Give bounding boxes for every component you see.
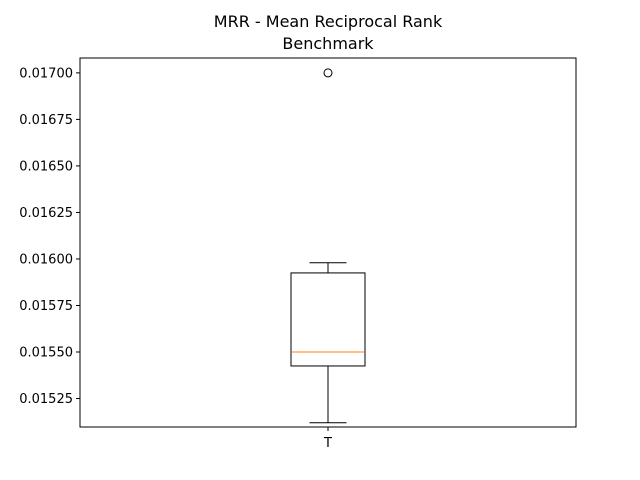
- y-tick-label: 0.01625: [19, 206, 73, 221]
- y-tick-label: 0.01650: [19, 159, 73, 174]
- chart-title-line1: MRR - Mean Reciprocal Rank: [214, 12, 443, 31]
- y-tick-label: 0.01575: [19, 299, 73, 314]
- x-axis: T: [323, 427, 332, 451]
- outlier-point: [323, 68, 333, 78]
- y-tick-label: 0.01550: [19, 346, 73, 361]
- iqr-box: [290, 272, 366, 367]
- box-group: [290, 68, 366, 424]
- y-tick-label: 0.01700: [19, 66, 73, 81]
- chart-title-line2: Benchmark: [282, 34, 374, 53]
- y-axis: 0.01525 0.01550 0.01575 0.01600 0.01625 0.016…: [19, 66, 80, 407]
- y-tick-label: 0.01525: [19, 392, 73, 407]
- y-tick-label: 0.01600: [19, 252, 73, 267]
- plot-frame: [79, 57, 577, 428]
- y-tick-label: 0.01675: [19, 113, 73, 128]
- x-tick-label: T: [323, 436, 332, 451]
